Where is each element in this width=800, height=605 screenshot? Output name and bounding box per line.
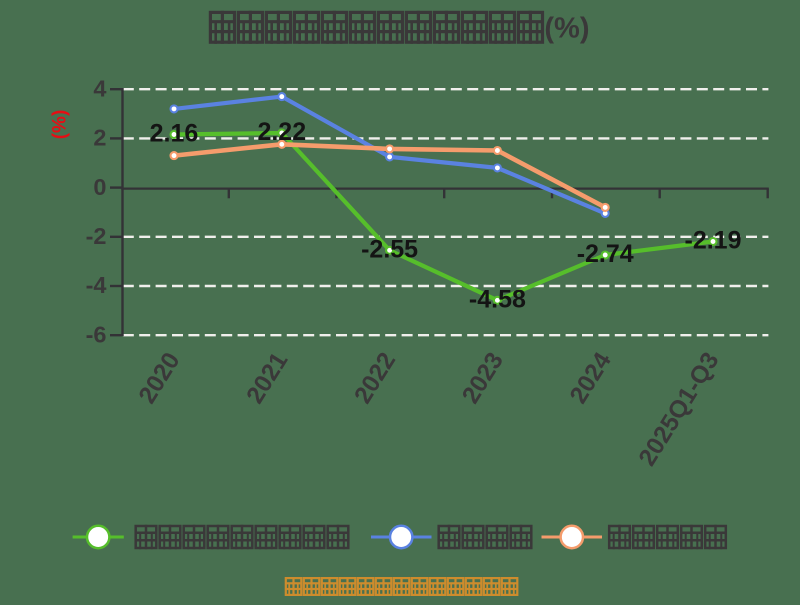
svg-text:-4: -4 (86, 272, 107, 298)
svg-text:2.16: 2.16 (150, 120, 199, 148)
svg-text:0: 0 (93, 174, 106, 200)
svg-text:2.22: 2.22 (257, 118, 306, 146)
svg-text:(%): (%) (49, 110, 70, 140)
svg-text:4: 4 (93, 75, 106, 101)
svg-text:-2.19: -2.19 (685, 227, 742, 255)
svg-text:-4.58: -4.58 (469, 285, 526, 313)
svg-text:2: 2 (93, 125, 106, 151)
svg-text:-2: -2 (86, 223, 107, 249)
svg-text:-6: -6 (86, 321, 107, 347)
svg-text:-2.55: -2.55 (361, 235, 418, 263)
svg-text:(%): (%) (544, 12, 589, 44)
svg-text:-2.74: -2.74 (577, 240, 634, 268)
